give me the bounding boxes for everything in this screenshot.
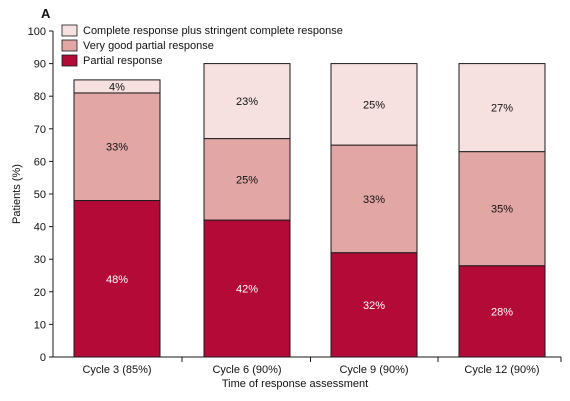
- bar-segment-very_good: [458, 151, 546, 267]
- bar-value-label: 23%: [236, 96, 258, 108]
- legend-label: Partial response: [83, 55, 163, 67]
- bar-value-label: 33%: [363, 194, 385, 206]
- bar-segment-very_good: [330, 144, 418, 254]
- bar-value-label: 4%: [109, 81, 125, 93]
- bar-value-label: 27%: [491, 103, 513, 115]
- legend-swatch-partial: [61, 54, 78, 67]
- legend-label: Complete response plus stringent complet…: [83, 25, 343, 37]
- y-tick-label: 40: [34, 222, 46, 234]
- bar-segment-complete: [330, 63, 418, 146]
- bar-value-label: 28%: [491, 306, 513, 318]
- x-axis-title: Time of response assessment: [222, 378, 368, 390]
- bar-value-label: 25%: [236, 174, 258, 186]
- x-tick-label: Cycle 3 (85%): [82, 364, 151, 376]
- bars-group: 48% 33% 4% 42% 25% 23% 32% 33% 25% 28% 35% 27%: [73, 63, 546, 358]
- bar-segment-partial: [458, 265, 546, 358]
- x-tick-label: Cycle 9 (90%): [339, 364, 408, 376]
- y-tick-label: 30: [34, 254, 46, 266]
- bar-segment-complete: [203, 63, 291, 140]
- y-tick-label: 70: [34, 124, 46, 136]
- bar-segment-partial: [73, 200, 161, 358]
- y-tick-label: 50: [34, 189, 46, 201]
- legend-label: Very good partial response: [83, 40, 214, 52]
- y-tick-label: 20: [34, 287, 46, 299]
- y-tick-label: 0: [40, 352, 46, 364]
- bar-segment-very_good: [203, 138, 291, 221]
- bar-segment-complete: [73, 79, 161, 94]
- bar-segment-complete: [458, 63, 546, 153]
- legend: Complete response plus stringent complet…: [61, 24, 343, 67]
- x-tick-label: Cycle 12 (90%): [464, 364, 539, 376]
- bar-segment-very_good: [73, 92, 161, 202]
- y-tick-label: 90: [34, 59, 46, 71]
- legend-swatch-complete: [61, 24, 78, 37]
- y-tick-label: 60: [34, 156, 46, 168]
- y-tick-label: 80: [34, 91, 46, 103]
- panel-label: A: [41, 6, 51, 21]
- bar-value-label: 33%: [106, 142, 128, 154]
- bar-value-label: 42%: [236, 284, 258, 296]
- y-axis-title: Patients (%): [11, 164, 23, 224]
- y-tick-label: 10: [34, 319, 46, 331]
- bar-value-label: 35%: [491, 204, 513, 216]
- bar-value-label: 32%: [363, 300, 385, 312]
- y-tick-label: 100: [28, 26, 46, 38]
- bar-value-label: 48%: [106, 274, 128, 286]
- x-tick-label: Cycle 6 (90%): [212, 364, 281, 376]
- axes-group: 0 10 20 30 40 50 60 70 80 90 100 Cycle 3 (85%) Cycle…: [28, 26, 562, 376]
- bar-value-label: 25%: [363, 99, 385, 111]
- legend-swatch-very_good: [61, 39, 78, 52]
- bar-segment-partial: [203, 219, 291, 358]
